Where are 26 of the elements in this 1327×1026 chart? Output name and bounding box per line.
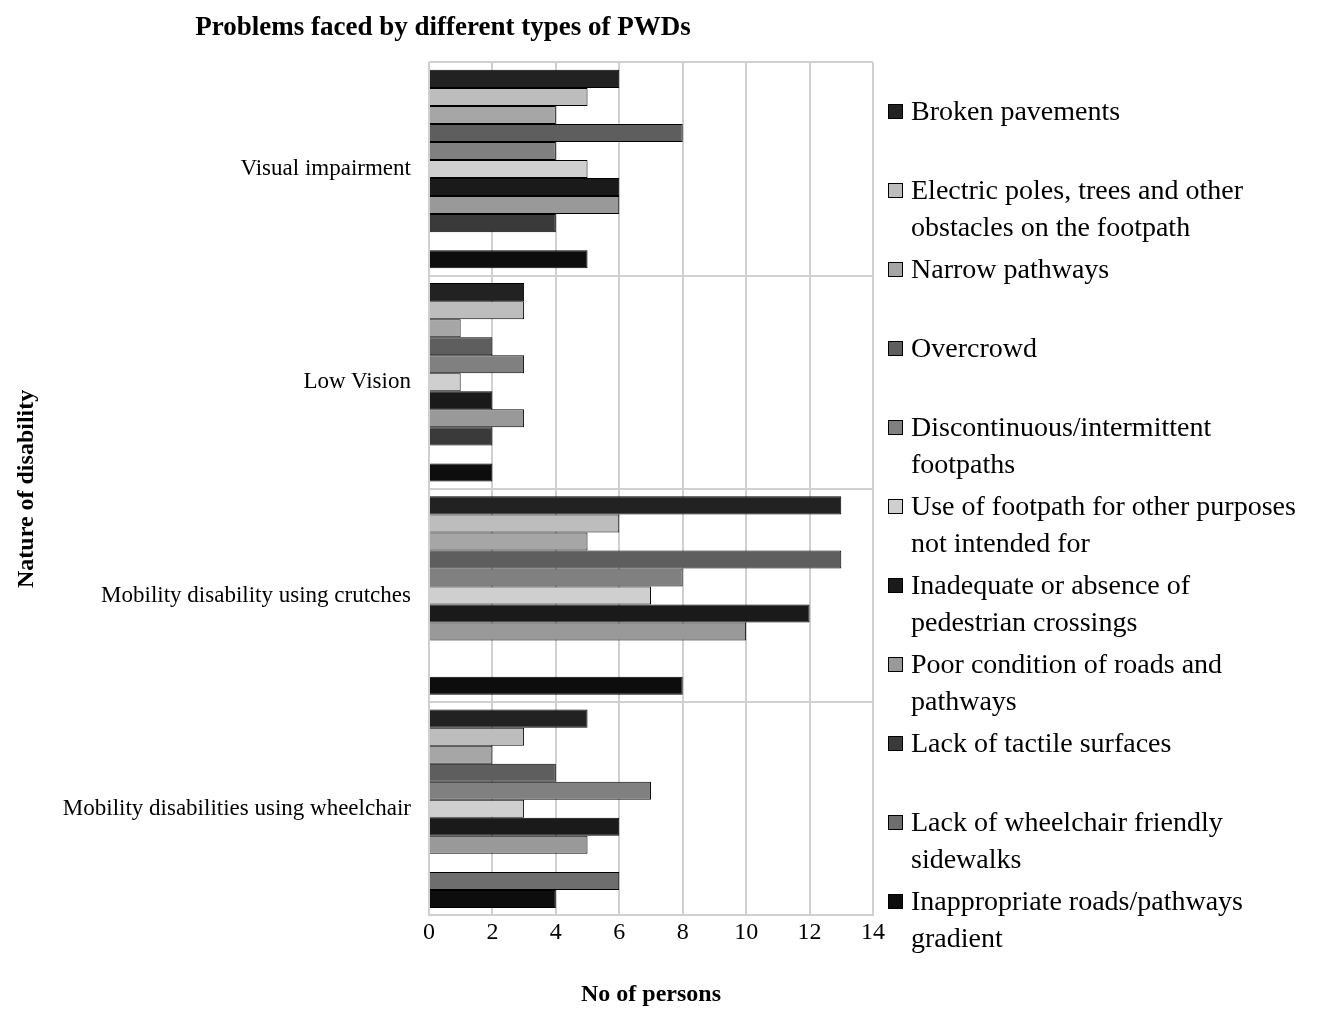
x-tick-label: 6 — [613, 918, 626, 945]
y-tick-label: Low Vision — [303, 368, 412, 394]
legend-label: Electric poles, trees and other obstacles on the footpath — [911, 173, 1244, 244]
x-tick-label: 4 — [549, 918, 562, 945]
legend-label: Overcrowd — [911, 331, 1037, 365]
legend-label: Lack of tactile surfaces — [911, 726, 1172, 760]
legend-label: Use of footpath for other purposes not intended for — [911, 489, 1297, 560]
x-axis-title: No of persons — [580, 979, 721, 1006]
legend-label: Lack of wheelchair friendly sidewalks — [911, 805, 1224, 876]
legend-label: Inadequate or absence of pedestrian crossings — [911, 568, 1192, 639]
x-tick-label: 0 — [422, 918, 435, 945]
legend-label: Broken pavements — [911, 94, 1121, 128]
legend-label: Poor condition of roads and pathways — [911, 647, 1224, 718]
chart-title: Problems faced by different types of PWDs — [195, 11, 691, 42]
x-tick-label: 2 — [486, 918, 499, 945]
legend-label: Narrow pathways — [911, 252, 1110, 286]
legend-label: Inappropriate roads/pathways gradient — [911, 884, 1244, 955]
y-tick-label: Visual impairment — [240, 155, 412, 181]
y-tick-label: Mobility disability using crutches — [101, 581, 411, 607]
y-tick-label: Mobility disabilities using wheelchair — [62, 794, 412, 820]
x-tick-label: 14 — [861, 918, 885, 945]
x-tick-label: 10 — [734, 918, 759, 945]
legend-label: Discontinuous/intermittent footpaths — [911, 410, 1213, 481]
x-tick-label: 12 — [797, 918, 822, 945]
x-tick-label: 8 — [676, 918, 689, 945]
y-axis-title: Nature of disability — [11, 389, 38, 589]
